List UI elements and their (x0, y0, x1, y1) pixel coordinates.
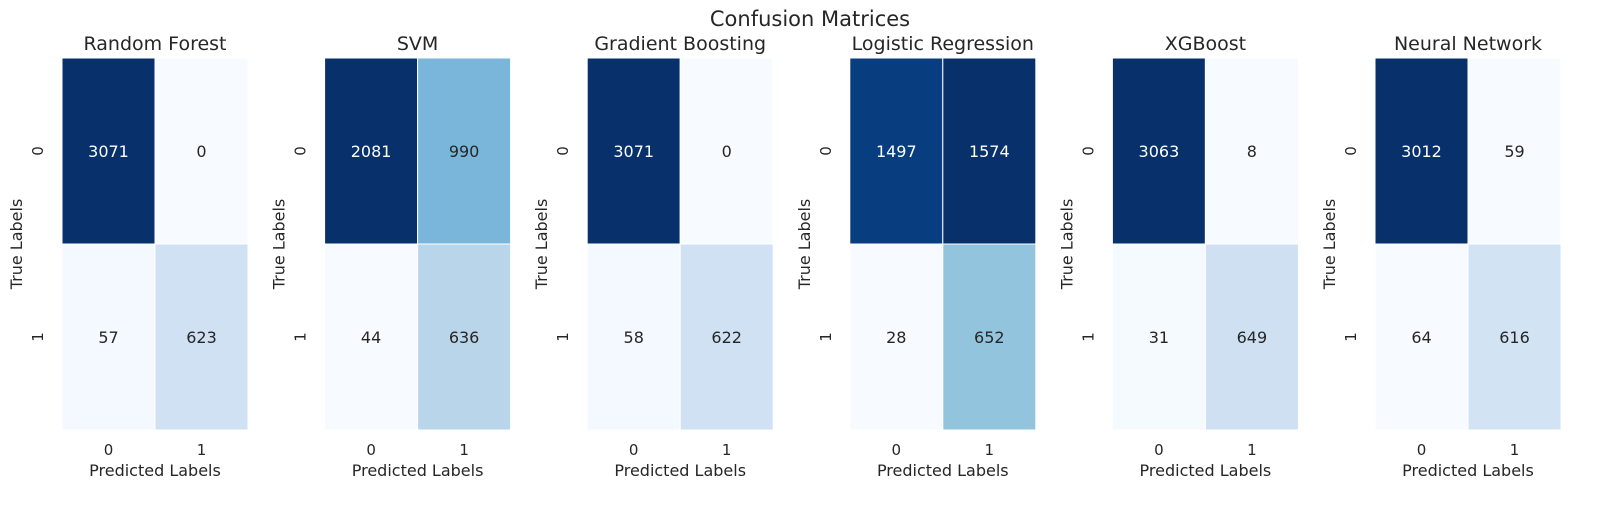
cell-value-label: 64 (1411, 328, 1431, 347)
y-axis-label: True Labels (532, 199, 551, 291)
y-tick-label: 0 (1342, 146, 1360, 156)
heatmap-cell (154, 57, 249, 245)
confusion-matrix-panel: Logistic Regression 1497 1574 28 652 0 1 0 1 Pred… (795, 33, 1037, 480)
y-tick-label: 1 (817, 332, 835, 342)
heatmap-cell (849, 57, 944, 245)
cell-value-label: 636 (449, 328, 480, 347)
cell-value-label: 3071 (613, 142, 654, 161)
x-axis-label: Predicted Labels (89, 461, 221, 480)
cell-value-label: 622 (711, 328, 742, 347)
y-axis-label: True Labels (1320, 199, 1339, 291)
y-tick-label: 0 (554, 146, 572, 156)
cell-value-label: 8 (1247, 142, 1257, 161)
x-tick-label: 1 (722, 441, 732, 459)
heatmap-cell (417, 243, 512, 431)
y-tick-label: 0 (292, 146, 310, 156)
y-axis-label: True Labels (1057, 199, 1076, 291)
heatmap-cell (324, 57, 419, 245)
heatmap-cell (679, 57, 774, 245)
y-tick-label: 0 (29, 146, 47, 156)
figure-title: Confusion Matrices (710, 7, 910, 31)
x-axis-label: Predicted Labels (1402, 461, 1534, 480)
panel-title: Random Forest (83, 33, 226, 55)
x-axis-label: Predicted Labels (1140, 461, 1272, 480)
y-tick-label: 1 (29, 332, 47, 342)
x-axis-label: Predicted Labels (614, 461, 746, 480)
cell-value-label: 1574 (969, 142, 1010, 161)
cell-value-label: 57 (98, 328, 118, 347)
cell-value-label: 0 (196, 142, 206, 161)
heatmap-cell (942, 57, 1037, 245)
y-tick-label: 1 (554, 332, 572, 342)
y-tick-label: 1 (292, 332, 310, 342)
heatmap-cell (1111, 57, 1206, 245)
y-tick-label: 1 (1342, 332, 1360, 342)
cell-value-label: 3063 (1139, 142, 1180, 161)
x-tick-label: 0 (104, 441, 114, 459)
heatmap-cell (1374, 243, 1469, 431)
x-tick-label: 0 (366, 441, 376, 459)
x-tick-label: 1 (1510, 441, 1520, 459)
panel-title: Neural Network (1394, 33, 1542, 55)
x-tick-label: 0 (892, 441, 902, 459)
heatmap-cell (1204, 57, 1299, 245)
cell-value-label: 58 (624, 328, 644, 347)
heatmap-cell (417, 57, 512, 245)
panel-title: XGBoost (1165, 33, 1246, 55)
y-axis-label: True Labels (270, 199, 289, 291)
heatmap-cell (154, 243, 249, 431)
cell-value-label: 28 (886, 328, 906, 347)
heatmap-cell (849, 243, 944, 431)
heatmap-cell (61, 57, 156, 245)
confusion-matrix-panel: XGBoost 3063 8 31 649 0 1 0 1 Predicted Labels Tru… (1057, 33, 1299, 480)
x-tick-label: 0 (1154, 441, 1164, 459)
cell-value-label: 44 (361, 328, 381, 347)
confusion-matrix-panel: Neural Network 3012 59 64 616 0 1 0 1 Predicted L… (1320, 33, 1562, 480)
y-tick-label: 1 (1079, 332, 1097, 342)
panel-title: Logistic Regression (852, 33, 1034, 55)
cell-value-label: 616 (1499, 328, 1530, 347)
cell-value-label: 31 (1149, 328, 1169, 347)
cell-value-label: 649 (1237, 328, 1268, 347)
x-tick-label: 1 (985, 441, 995, 459)
heatmap-cell (1467, 243, 1562, 431)
heatmap-cell (61, 243, 156, 431)
x-tick-label: 1 (197, 441, 207, 459)
x-axis-label: Predicted Labels (877, 461, 1009, 480)
x-tick-label: 0 (1417, 441, 1427, 459)
panel-title: Gradient Boosting (594, 33, 766, 55)
y-tick-label: 0 (1079, 146, 1097, 156)
confusion-matrix-panel: Gradient Boosting 3071 0 58 622 0 1 0 1 Predicted… (532, 33, 774, 480)
confusion-matrix-panel: SVM 2081 990 44 636 0 1 0 1 Predicted Labels True … (270, 33, 512, 480)
heatmap-cell (324, 243, 419, 431)
cell-value-label: 652 (974, 328, 1005, 347)
heatmap-cell (1467, 57, 1562, 245)
cell-value-label: 2081 (351, 142, 392, 161)
heatmap-cell (942, 243, 1037, 431)
heatmap-cell (1204, 243, 1299, 431)
y-tick-label: 0 (817, 146, 835, 156)
cell-value-label: 990 (449, 142, 480, 161)
confusion-matrix-panel: Random Forest 3071 0 57 623 0 1 0 1 Predicted Lab… (7, 33, 249, 480)
panel-title: SVM (397, 33, 438, 55)
x-axis-label: Predicted Labels (352, 461, 484, 480)
cell-value-label: 1497 (876, 142, 917, 161)
cell-value-label: 623 (186, 328, 217, 347)
heatmap-cell (679, 243, 774, 431)
x-tick-label: 0 (629, 441, 639, 459)
panels: Random Forest 3071 0 57 623 0 1 0 1 Predicted Lab… (7, 33, 1562, 480)
x-tick-label: 1 (1247, 441, 1257, 459)
cell-value-label: 3012 (1401, 142, 1442, 161)
heatmap-cell (1374, 57, 1469, 245)
y-axis-label: True Labels (795, 199, 814, 291)
cell-value-label: 0 (722, 142, 732, 161)
cell-value-label: 3071 (88, 142, 129, 161)
cell-value-label: 59 (1504, 142, 1524, 161)
y-axis-label: True Labels (7, 199, 26, 291)
x-tick-label: 1 (459, 441, 469, 459)
heatmap-cell (1111, 243, 1206, 431)
